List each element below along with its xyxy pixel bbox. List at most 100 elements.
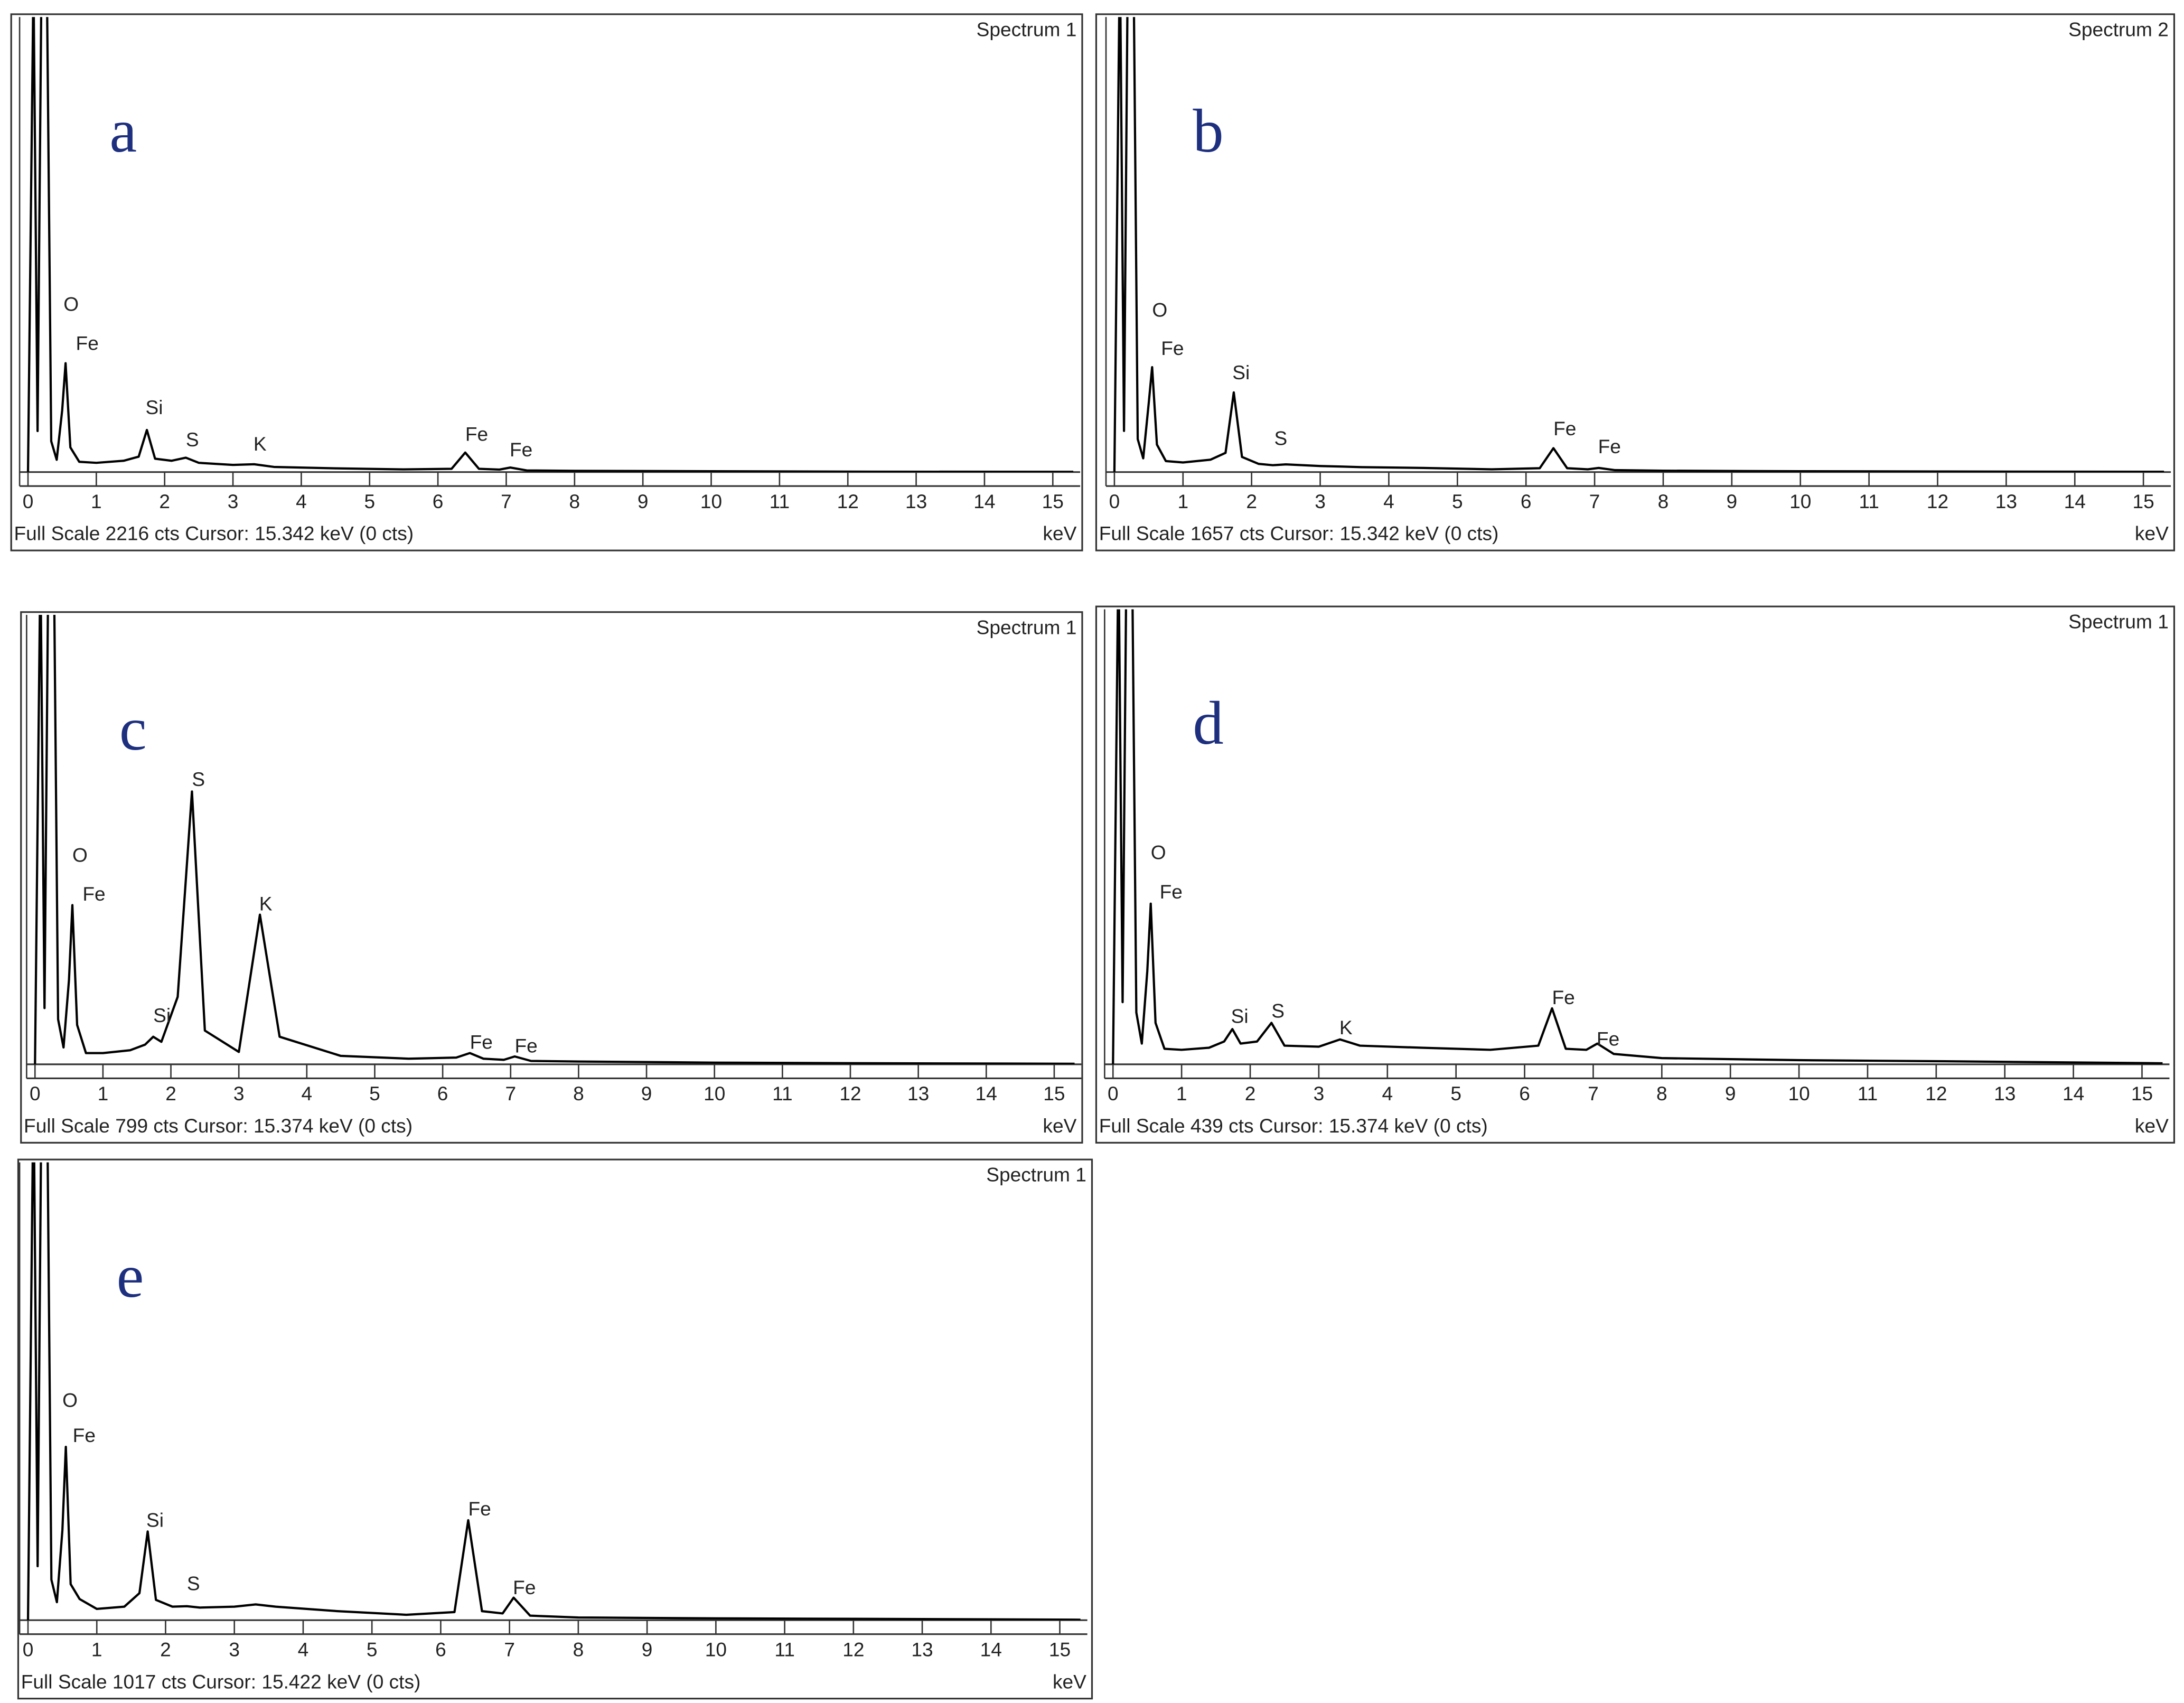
peak-label: Si (146, 1509, 164, 1531)
spectrum-name: Spectrum 2 (2068, 18, 2169, 41)
peak-label: Fe (513, 1576, 536, 1598)
x-tick-label: 12 (1927, 490, 1948, 512)
x-tick-label: 15 (2132, 490, 2154, 512)
x-tick-label: 15 (1049, 1638, 1071, 1660)
peak-label: O (1152, 298, 1167, 321)
x-tick-label: 13 (1995, 490, 2017, 512)
panel-letter: a (109, 97, 137, 165)
spectrum-name: Spectrum 1 (2068, 611, 2169, 633)
spectrum-line (1112, 609, 2163, 1064)
x-tick-label: 2 (1245, 1082, 1256, 1105)
x-tick-label: 10 (1788, 1082, 1810, 1105)
peak-label: Fe (1598, 435, 1621, 457)
panel-letter: c (119, 695, 147, 763)
peak-label: Si (1232, 361, 1250, 383)
x-tick-label: 12 (837, 490, 859, 512)
panel-frame (1095, 605, 2176, 1144)
footer: Full Scale 2216 cts Cursor: 15.342 keV (… (14, 522, 414, 545)
x-tick-label: 0 (23, 490, 34, 512)
x-tick-label: 9 (641, 1082, 652, 1105)
x-tick-label: 15 (2131, 1082, 2153, 1105)
x-tick-label: 9 (638, 490, 649, 512)
x-tick-label: 8 (1658, 490, 1669, 512)
x-tick-label: 1 (91, 1638, 102, 1660)
x-tick-label: 5 (364, 490, 375, 512)
x-tick-label: 1 (91, 490, 102, 512)
x-tick-label: 2 (160, 1638, 171, 1660)
x-tick-label: 5 (369, 1082, 380, 1105)
x-tick-label: 13 (905, 490, 927, 512)
x-tick-label: 3 (228, 490, 239, 512)
x-tick-label: 0 (1108, 1082, 1119, 1105)
peak-label: Fe (465, 423, 488, 445)
spectrum-line (26, 1162, 1081, 1621)
peak-label: Fe (1160, 881, 1183, 903)
spectrum-name: Spectrum 1 (977, 616, 1077, 638)
peak-label: Fe (514, 1035, 537, 1057)
peak-label: S (1271, 1000, 1285, 1022)
x-tick-label: 4 (296, 490, 307, 512)
x-axis-label: keV (2135, 522, 2169, 545)
peak-label: Fe (82, 883, 105, 905)
x-tick-label: 11 (774, 1638, 795, 1660)
peak-label: O (63, 293, 79, 315)
x-tick-label: 4 (302, 1082, 313, 1105)
peak-label: Si (1231, 1005, 1249, 1027)
x-tick-label: 13 (911, 1638, 933, 1660)
x-tick-label: 2 (165, 1082, 176, 1105)
x-tick-label: 10 (1789, 490, 1811, 512)
panel-letter: d (1193, 689, 1223, 757)
x-axis-label: keV (1053, 1670, 1086, 1692)
spectrum-line (1113, 17, 2164, 472)
x-tick-label: 3 (1315, 490, 1326, 512)
x-tick-label: 9 (1727, 490, 1738, 512)
footer: Full Scale 1657 cts Cursor: 15.342 keV (… (1099, 522, 1499, 545)
x-tick-label: 8 (573, 1638, 584, 1660)
peak-label: S (1274, 427, 1288, 450)
x-tick-label: 6 (433, 490, 444, 512)
x-tick-label: 14 (976, 1082, 997, 1105)
peak-label: S (192, 768, 205, 790)
peak-label: Fe (1553, 417, 1576, 439)
x-tick-label: 4 (1383, 490, 1394, 512)
peak-label: Fe (468, 1498, 491, 1520)
x-tick-label: 0 (23, 1638, 34, 1660)
x-tick-label: 1 (98, 1082, 109, 1105)
footer: Full Scale 439 cts Cursor: 15.374 keV (0… (1099, 1115, 1488, 1137)
x-tick-label: 11 (1858, 1082, 1878, 1105)
spectrum-line (26, 17, 1074, 472)
panel-letter: e (117, 1242, 144, 1311)
x-tick-label: 6 (437, 1082, 448, 1105)
footer: Full Scale 1017 cts Cursor: 15.422 keV (… (21, 1670, 421, 1692)
x-tick-label: 8 (1656, 1082, 1667, 1105)
x-tick-label: 9 (642, 1638, 653, 1660)
peak-label: Si (145, 396, 163, 418)
x-tick-label: 7 (505, 1082, 516, 1105)
x-tick-label: 7 (504, 1638, 515, 1660)
peak-label: Fe (1161, 337, 1184, 359)
x-tick-label: 5 (367, 1638, 378, 1660)
spectrum-line (34, 615, 1075, 1064)
x-tick-label: 2 (159, 490, 170, 512)
footer: Full Scale 799 cts Cursor: 15.374 keV (0… (24, 1115, 413, 1137)
x-tick-label: 0 (30, 1082, 41, 1105)
peak-label: Fe (470, 1031, 493, 1053)
x-axis-label: keV (1043, 1115, 1076, 1137)
x-tick-label: 4 (1382, 1082, 1393, 1105)
peak-label: O (1151, 841, 1166, 863)
x-tick-label: 8 (569, 490, 580, 512)
peak-label: S (187, 1573, 200, 1595)
x-axis-label: keV (1043, 522, 1076, 545)
peak-label: K (254, 433, 267, 455)
peak-label: Fe (510, 438, 532, 461)
x-tick-label: 3 (233, 1082, 245, 1105)
x-tick-label: 5 (1452, 490, 1463, 512)
x-tick-label: 6 (435, 1638, 446, 1660)
x-tick-label: 8 (573, 1082, 584, 1105)
x-tick-label: 5 (1450, 1082, 1461, 1105)
x-tick-label: 11 (770, 490, 790, 512)
x-tick-label: 10 (705, 1638, 727, 1660)
x-tick-label: 12 (839, 1082, 861, 1105)
peak-label: O (72, 844, 88, 866)
